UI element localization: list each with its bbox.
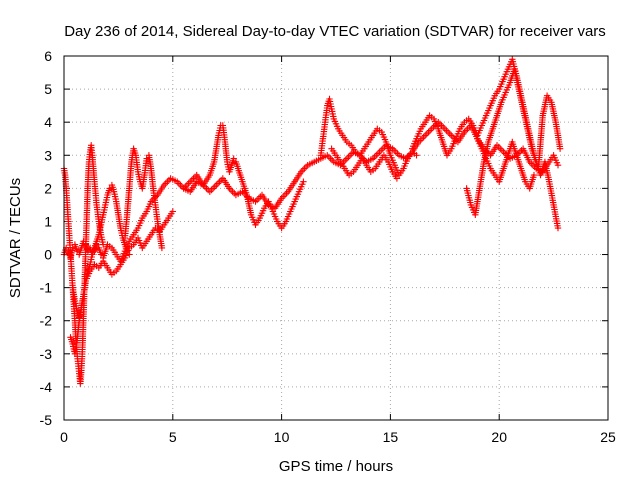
- x-tick-label: 25: [600, 429, 616, 445]
- data-point: [169, 208, 176, 215]
- y-tick-label: 2: [44, 180, 52, 196]
- x-axis-label: GPS time / hours: [279, 458, 393, 475]
- y-tick-label: -1: [40, 280, 53, 296]
- axis-ticks: 0 5 10 15 20 25 -5 -4 -3 -2 -1 0 1 2 3 4 5 6: [40, 48, 616, 445]
- y-tick-label: -3: [40, 346, 53, 362]
- data-point: [554, 224, 562, 232]
- x-tick-label: 5: [169, 429, 177, 445]
- grid: [64, 56, 608, 420]
- x-tick-label: 0: [60, 429, 68, 445]
- data-point: [393, 175, 401, 182]
- data-point: [73, 248, 81, 255]
- plot-frame: [63, 55, 609, 421]
- y-tick-label: 6: [44, 48, 52, 64]
- y-tick-label: 0: [44, 247, 52, 263]
- y-tick-label: 4: [44, 114, 52, 130]
- y-tick-label: -4: [40, 379, 53, 395]
- data-point: [530, 171, 538, 179]
- y-tick-label: -2: [40, 313, 53, 329]
- data-point: [100, 241, 107, 248]
- data-point: [300, 178, 307, 185]
- x-tick-label: 10: [274, 429, 290, 445]
- y-tick-label: -5: [40, 412, 53, 428]
- y-tick-label: 3: [44, 147, 52, 163]
- data-point: [158, 244, 166, 252]
- y-axis-label: SDTVAR / TECUs: [7, 178, 24, 298]
- x-tick-label: 15: [383, 429, 399, 445]
- data-point: [554, 162, 562, 169]
- data-points: [60, 56, 564, 387]
- data-point: [106, 185, 113, 192]
- data-point: [556, 145, 564, 152]
- data-point: [413, 152, 420, 159]
- data-point: [97, 251, 105, 258]
- data-point: [230, 155, 237, 162]
- y-tick-label: 1: [44, 213, 52, 229]
- y-tick-label: 5: [44, 81, 52, 97]
- chart-title: Day 236 of 2014, Sidereal Day-to-day VTE…: [64, 23, 606, 40]
- x-tick-label: 20: [491, 429, 507, 445]
